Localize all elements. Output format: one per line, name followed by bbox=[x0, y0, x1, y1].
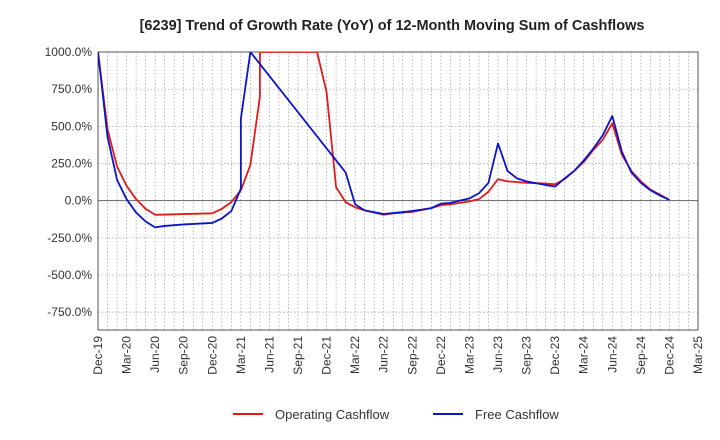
legend-label: Operating Cashflow bbox=[275, 407, 390, 422]
y-tick-labels: 1000.0% 750.0% 500.0% 250.0% 0.0% -250.0% -500… bbox=[45, 45, 93, 319]
x-tick-label: Sep-23 bbox=[520, 336, 534, 375]
y-tick-label: 1000.0% bbox=[45, 45, 93, 59]
x-tick-label: Jun-23 bbox=[491, 336, 505, 373]
y-tick-label: -500.0% bbox=[47, 268, 92, 282]
y-tick-label: -750.0% bbox=[47, 305, 92, 319]
y-tick-label: 0.0% bbox=[65, 194, 93, 208]
x-tick-labels: Dec-19 Mar-20 Jun-20 Sep-20 Dec-20 Mar-21 Jun-… bbox=[91, 336, 705, 375]
legend: Operating Cashflow Free Cashflow bbox=[233, 407, 559, 422]
x-tick-label: Dec-20 bbox=[205, 336, 219, 375]
series-line-free-cashflow bbox=[98, 52, 670, 229]
plot-area bbox=[98, 52, 698, 330]
x-tick-label: Mar-21 bbox=[234, 336, 248, 374]
x-tick-label: Sep-22 bbox=[405, 336, 419, 375]
x-tick-label: Mar-20 bbox=[120, 336, 134, 374]
legend-label: Free Cashflow bbox=[475, 407, 559, 422]
y-tick-label: 250.0% bbox=[51, 156, 92, 170]
x-tick-label: Mar-23 bbox=[462, 336, 476, 374]
x-tick-label: Mar-24 bbox=[577, 336, 591, 374]
x-tick-label: Jun-22 bbox=[377, 336, 391, 373]
x-tick-label: Dec-22 bbox=[434, 336, 448, 375]
plot-frame bbox=[97, 51, 699, 331]
x-tick-label: Dec-21 bbox=[320, 336, 334, 375]
axes bbox=[97, 51, 699, 331]
x-tick-label: Mar-22 bbox=[348, 336, 362, 374]
y-tick-label: -250.0% bbox=[47, 231, 92, 245]
x-tick-label: Sep-20 bbox=[177, 336, 191, 375]
x-tick-label: Dec-19 bbox=[91, 336, 105, 375]
x-tick-label: Jun-21 bbox=[262, 336, 276, 373]
y-tick-label: 500.0% bbox=[51, 119, 92, 133]
x-tick-label: Mar-25 bbox=[691, 336, 705, 374]
grid bbox=[98, 52, 698, 330]
chart-title: [6239] Trend of Growth Rate (YoY) of 12-… bbox=[140, 18, 645, 34]
x-tick-label: Jun-24 bbox=[605, 336, 619, 373]
x-tick-label: Dec-24 bbox=[662, 336, 676, 375]
x-tick-label: Sep-24 bbox=[634, 336, 648, 375]
series-lines bbox=[98, 52, 670, 229]
x-tick-label: Dec-23 bbox=[548, 336, 562, 375]
y-tick-label: 750.0% bbox=[51, 82, 92, 96]
x-tick-label: Jun-20 bbox=[148, 336, 162, 373]
x-tick-label: Sep-21 bbox=[291, 336, 305, 375]
